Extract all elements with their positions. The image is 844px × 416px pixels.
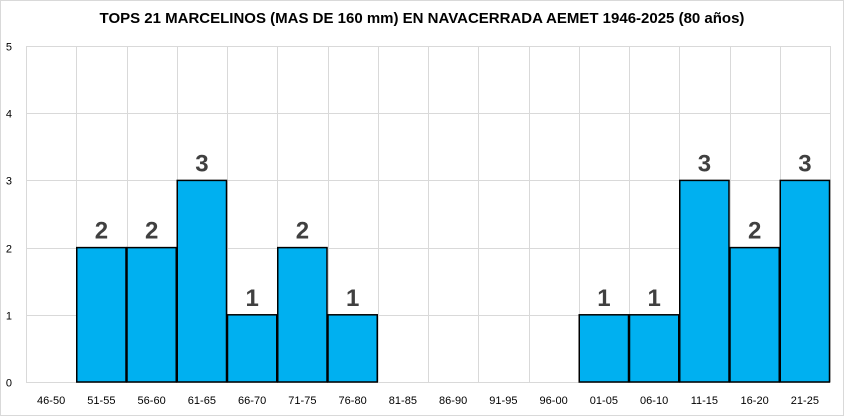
- data-label: 3: [798, 150, 811, 177]
- bars: [76, 179, 831, 383]
- x-tick-label: 76-80: [339, 395, 367, 407]
- data-label: 2: [145, 218, 158, 245]
- x-tick-label: 91-95: [489, 395, 517, 407]
- x-tick-label: 46-50: [37, 395, 65, 407]
- bar: [76, 246, 127, 383]
- data-label: 2: [95, 218, 108, 245]
- x-tick-label: 86-90: [439, 395, 467, 407]
- x-tick-label: 81-85: [389, 395, 417, 407]
- bar: [176, 179, 228, 383]
- bar: [327, 314, 378, 383]
- x-tick-label: 16-20: [741, 395, 769, 407]
- data-label: 2: [296, 218, 309, 245]
- y-tick-label: 2: [6, 244, 12, 256]
- x-tick-label: 61-65: [188, 395, 216, 407]
- y-tick-label: 4: [6, 109, 12, 121]
- y-axis-ticks: 0 1 2 3 4 5: [6, 42, 12, 390]
- data-label: 1: [597, 285, 610, 312]
- data-label: 3: [195, 150, 208, 177]
- x-tick-label: 06-10: [640, 395, 668, 407]
- bar: [226, 314, 278, 383]
- bar: [628, 314, 680, 383]
- x-tick-label: 71-75: [288, 395, 316, 407]
- bar: [779, 179, 831, 383]
- bar: [679, 179, 730, 383]
- x-tick-label: 66-70: [238, 395, 266, 407]
- data-label: 1: [647, 285, 660, 312]
- x-axis-ticks: 46-50 51-55 56-60 61-65 66-70 71-75 76-80 81-85…: [37, 395, 819, 407]
- y-tick-label: 3: [6, 176, 12, 188]
- data-label: 1: [346, 285, 359, 312]
- y-tick-label: 0: [6, 378, 12, 390]
- x-tick-label: 96-00: [540, 395, 568, 407]
- x-tick-label: 11-15: [691, 395, 718, 407]
- bar: [578, 314, 630, 383]
- x-tick-label: 01-05: [590, 395, 618, 407]
- y-tick-label: 5: [6, 42, 12, 54]
- x-tick-label: 21-25: [791, 395, 819, 407]
- data-label: 2: [748, 218, 761, 245]
- data-label: 3: [698, 150, 711, 177]
- bar: [277, 246, 328, 383]
- data-label: 1: [245, 285, 258, 312]
- x-tick-label: 51-55: [87, 395, 115, 407]
- x-tick-label: 56-60: [138, 395, 166, 407]
- y-tick-label: 1: [6, 311, 12, 323]
- data-labels: 2 2 3 1 2 1 1 1 3 2 3: [95, 150, 812, 311]
- bar: [729, 246, 780, 383]
- bar: [126, 246, 177, 383]
- chart-title: TOPS 21 MARCELINOS (MAS DE 160 mm) EN NA…: [99, 10, 745, 27]
